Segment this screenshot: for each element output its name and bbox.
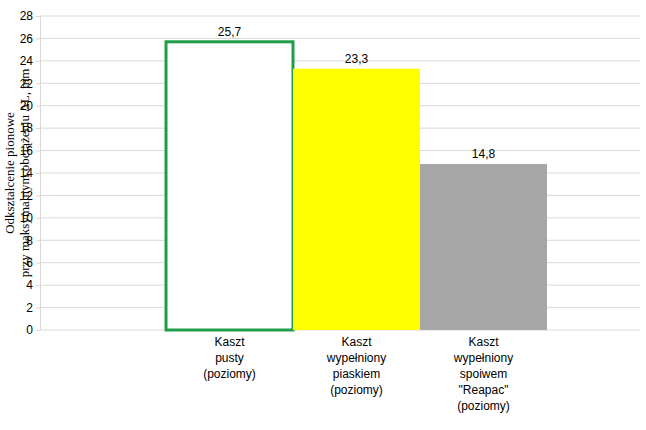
x-tick-label: Kasztwypełnionypiaskiem(poziomy)	[326, 335, 386, 397]
data-label: 25,7	[218, 25, 242, 39]
x-axis: Kasztpusty(poziomy) Kasztwypełnionypiaski…	[203, 335, 513, 413]
y-tick-mark	[36, 218, 40, 219]
y-tick-mark	[36, 61, 40, 62]
y-tick-label: 28	[20, 9, 34, 23]
x-tick-label: Kasztwypełnionyspoiwem"Reapac"(poziomy)	[453, 335, 513, 413]
y-tick: 4	[26, 278, 40, 292]
y-tick: 0	[26, 323, 40, 337]
y-tick-mark	[36, 128, 40, 129]
y-tick-mark	[36, 106, 40, 107]
bar	[420, 164, 547, 330]
grid-line	[40, 16, 640, 17]
data-label: 23,3	[345, 52, 369, 66]
grid-line	[40, 38, 640, 39]
data-label: 14,8	[472, 147, 496, 161]
y-axis-title: Odkształcenie pionoweprzy maksymalnym ob…	[2, 69, 32, 278]
y-tick-mark	[36, 151, 40, 152]
y-tick-mark	[36, 83, 40, 84]
y-tick-mark	[36, 173, 40, 174]
bars	[166, 42, 547, 330]
y-tick-label: 4	[26, 278, 33, 292]
y-axis-line	[36, 17, 41, 331]
y-tick-mark	[36, 308, 40, 309]
chart: 024681012141618202224262825,723,314,8Kas…	[0, 0, 646, 430]
y-tick-mark	[36, 240, 40, 241]
y-tick: 28	[20, 9, 40, 23]
x-tick-label: Kasztpusty(poziomy)	[203, 335, 256, 381]
y-tick-mark	[36, 263, 40, 264]
y-tick: 2	[26, 301, 40, 315]
y-tick-mark	[36, 285, 40, 286]
grid-line	[40, 60, 640, 61]
y-tick-mark	[36, 330, 40, 331]
y-tick: 26	[20, 32, 40, 46]
y-tick-mark	[36, 38, 40, 39]
data-labels: 25,7 23,3 14,8	[218, 25, 496, 161]
y-tick-mark	[36, 16, 40, 17]
y-tick: 24	[20, 54, 40, 68]
y-tick-label: 2	[26, 301, 33, 315]
bar	[166, 42, 293, 330]
y-tick-label: 24	[20, 54, 34, 68]
y-tick-mark	[36, 195, 40, 196]
y-tick-label: 0	[26, 323, 33, 337]
bar	[293, 69, 420, 330]
grid	[40, 16, 640, 330]
y-tick-label: 26	[20, 32, 34, 46]
